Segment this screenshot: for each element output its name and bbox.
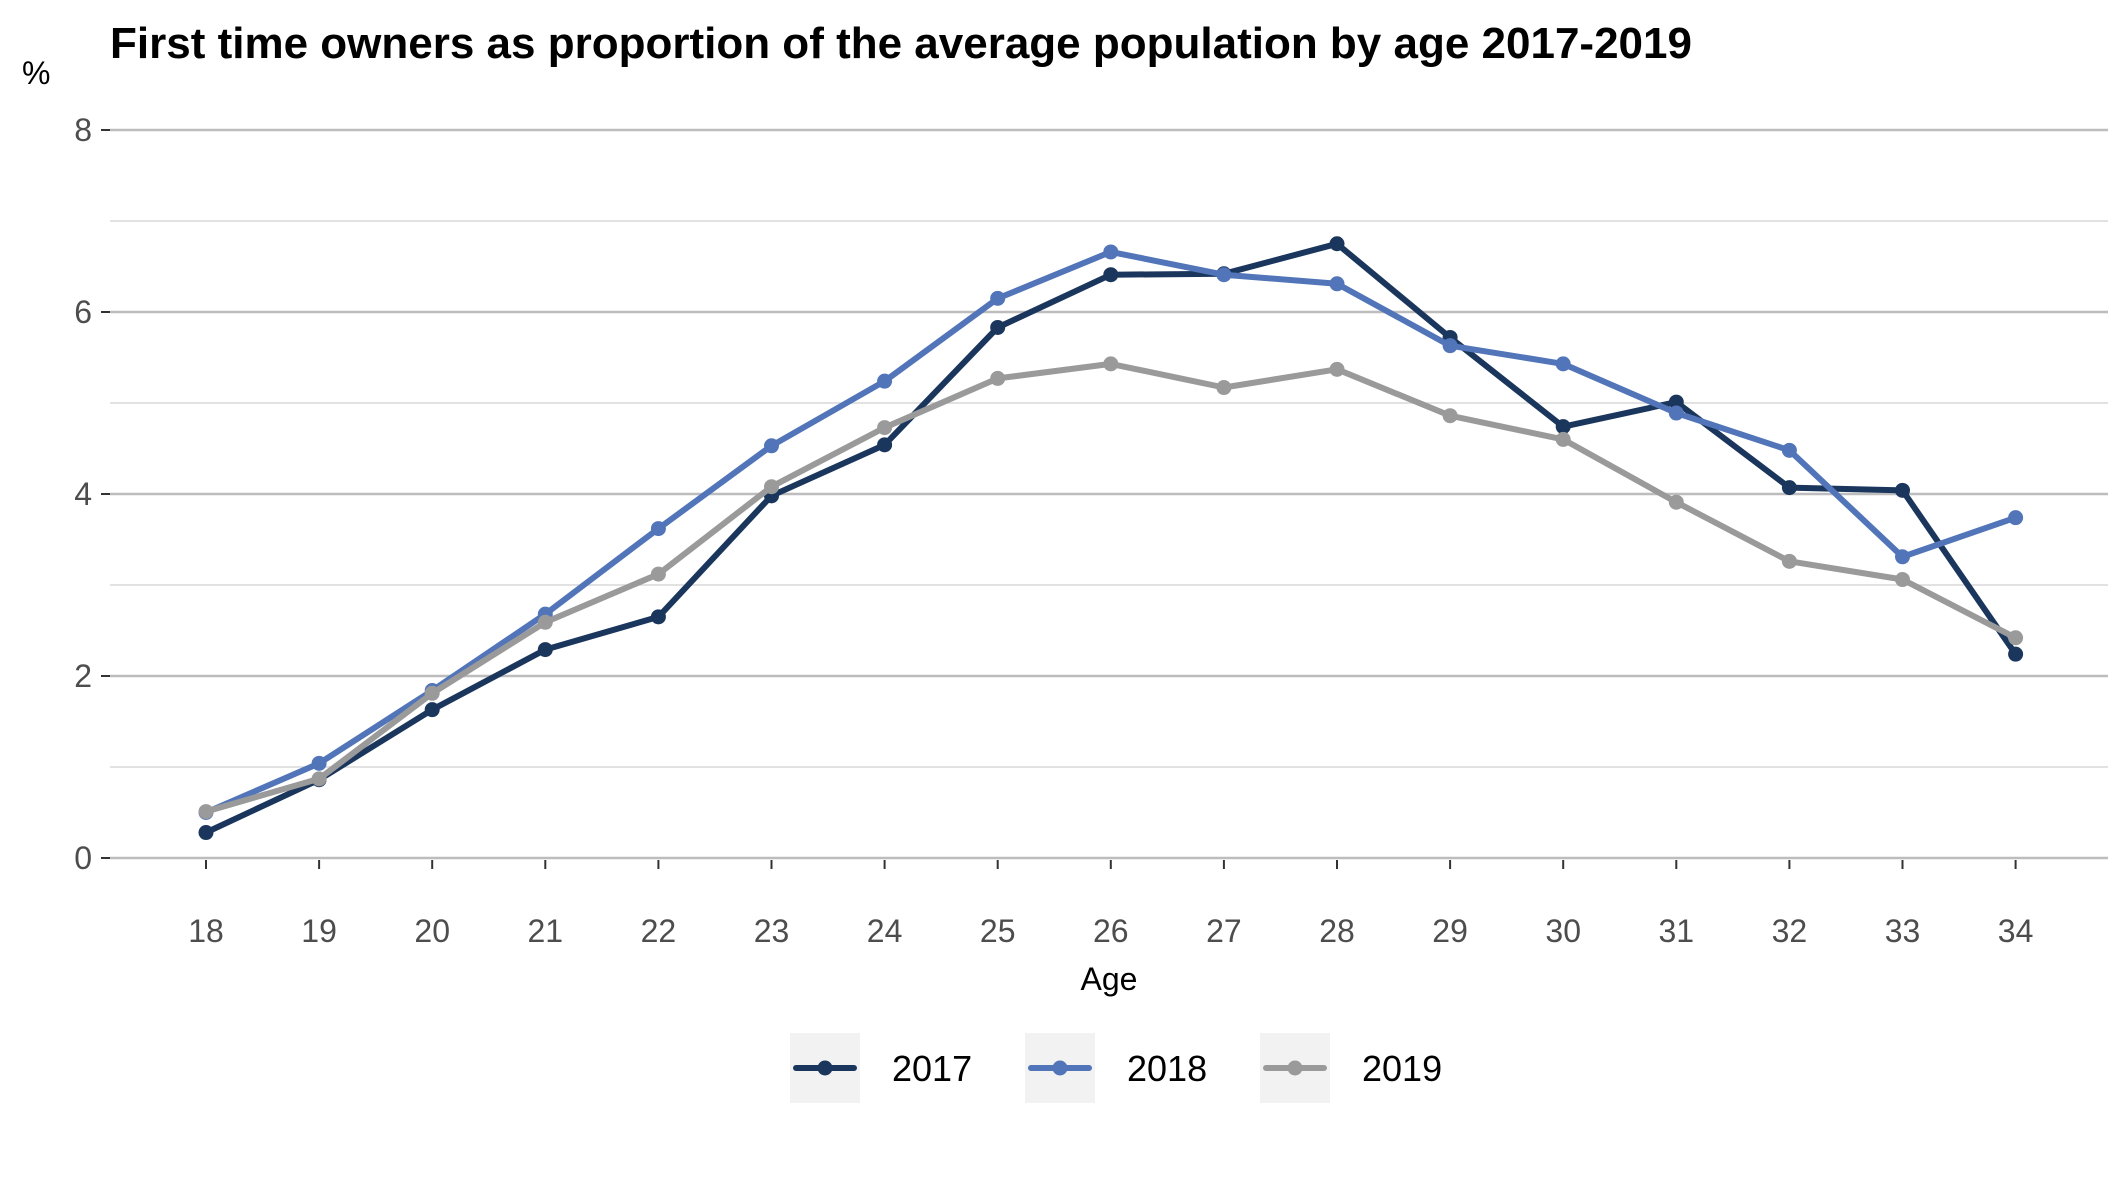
x-tick-label: 33 [1885,913,1921,949]
y-tick-label: 2 [74,658,92,694]
data-point [1668,394,1684,410]
series-2018 [198,244,2024,820]
x-tick-label: 23 [754,913,790,949]
data-point [537,614,553,630]
data-point [1442,338,1458,354]
x-tick-label: 27 [1206,913,1242,949]
legend-label: 2017 [892,1048,972,1089]
data-point [311,755,327,771]
gridlines [110,128,2108,860]
x-tick-label: 20 [414,913,450,949]
data-point [1895,482,1910,498]
y-axis: 0 2 4 6 8 [74,112,110,876]
legend-label: 2018 [1127,1048,1207,1089]
data-point [1103,244,1119,260]
data-point [764,438,779,454]
data-point [1781,480,1797,496]
data-point [1781,553,1797,569]
data-point [990,319,1006,335]
data-point [877,373,893,389]
data-point [650,521,666,537]
data-point [877,437,893,453]
data-point [990,290,1006,306]
data-point [1329,236,1345,252]
y-axis-unit-label: % [22,55,50,91]
x-tick-label: 21 [528,913,564,949]
x-tick-label: 29 [1432,913,1468,949]
legend-key-point [817,1060,833,1076]
x-tick-label: 26 [1093,913,1129,949]
series-line-2019 [203,360,2019,815]
data-point [1216,267,1232,283]
x-tick-label: 34 [1998,913,2034,949]
x-tick-label: 24 [867,913,903,949]
data-point [2008,630,2024,646]
series-line-2018 [203,248,2019,816]
x-tick-label: 28 [1319,913,1355,949]
series-2019 [198,356,2024,820]
data-point [990,370,1006,386]
x-tick-label: 22 [641,913,677,949]
data-point [1668,405,1684,421]
legend-item-2018[interactable]: 2018 [1025,1033,1207,1103]
x-tick-label: 32 [1772,913,1808,949]
legend-key-point [1287,1060,1303,1076]
data-point [650,609,666,625]
data-point [2008,510,2024,526]
data-point [650,566,666,582]
y-tick-label: 4 [74,476,92,512]
x-tick-label: 31 [1659,913,1695,949]
legend-key-point [1052,1060,1068,1076]
data-point [424,702,440,718]
legend-item-2017[interactable]: 2017 [790,1033,972,1103]
x-tick-label: 30 [1545,913,1581,949]
data-point [1555,431,1571,447]
data-point [1329,361,1345,377]
y-tick-label: 0 [74,840,92,876]
x-axis-title: Age [1081,961,1138,997]
chart-title: First time owners as proportion of the a… [110,19,1692,68]
series-2017 [198,236,2024,841]
data-point [1668,494,1684,510]
data-point [1103,356,1119,372]
y-tick-label: 8 [74,112,92,148]
data-point [1895,572,1910,588]
data-point [1555,356,1571,372]
data-point [1781,442,1797,458]
data-point [764,479,779,495]
data-point [1895,549,1910,565]
legend[interactable]: 2017 2018 2019 [790,1033,1442,1103]
data-point [1555,419,1571,435]
x-tick-label: 19 [301,913,337,949]
data-point [1216,380,1232,396]
legend-label: 2019 [1362,1048,1442,1089]
data-point [198,825,214,841]
data-point [877,420,893,436]
data-point [1103,267,1119,283]
data-point [2008,646,2024,662]
data-point [1329,276,1345,292]
data-point [1442,408,1458,424]
data-point [198,804,214,820]
y-tick-label: 6 [74,294,92,330]
x-tick-label: 18 [188,913,224,949]
x-tick-label: 25 [980,913,1016,949]
data-point [424,685,440,701]
x-axis: 18 19 20 21 22 23 24 25 26 27 28 29 30 31 32 33 34 [188,860,2033,949]
data-point [311,771,327,787]
legend-item-2019[interactable]: 2019 [1260,1033,1442,1103]
plot-area [198,236,2024,841]
data-point [537,642,553,658]
